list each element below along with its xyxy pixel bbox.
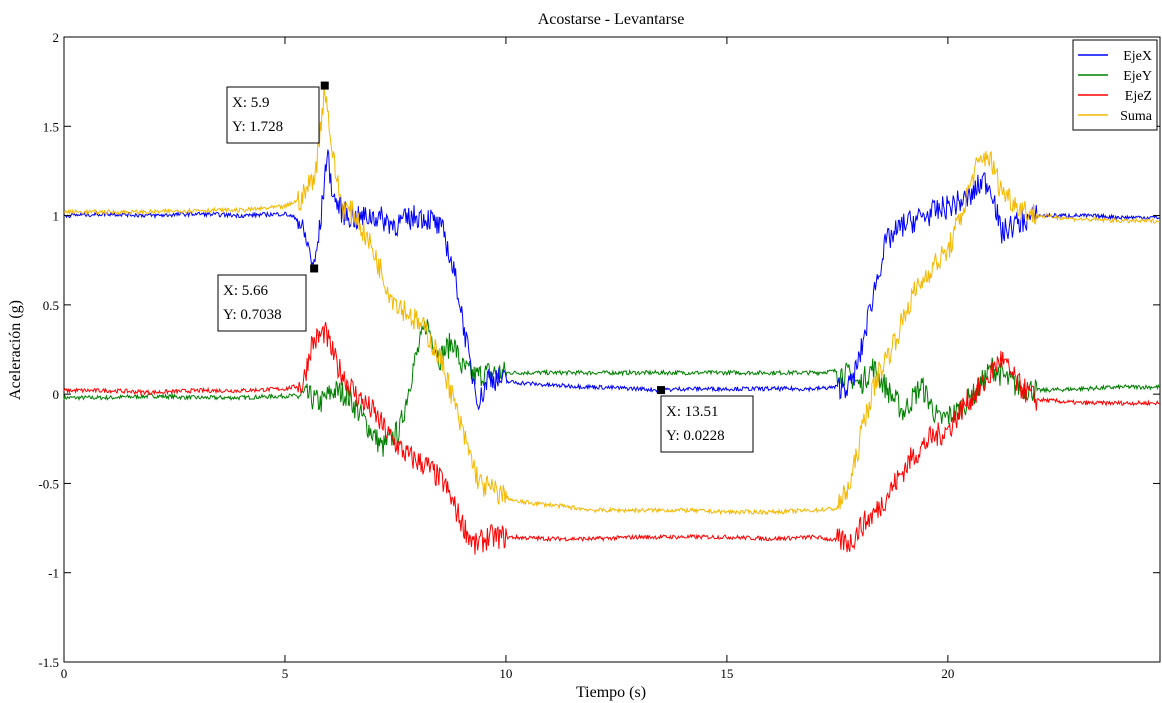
datatip-box [226,86,320,144]
y-tick-label: -1.5 [38,655,59,670]
datatip-text: Y: 0.0228 [666,428,725,444]
x-tick-label: 20 [941,666,954,681]
datatip-marker [310,264,319,273]
y-tick-label: 2 [53,30,60,45]
datatip-text: X: 5.66 [223,283,269,299]
series-line-ejex [63,149,1161,411]
datatip-text: X: 13.51 [666,404,719,420]
datatip-text: Y: 0.7038 [223,307,282,323]
legend-label: EjeX [1123,49,1152,64]
y-tick-label: -1 [48,566,59,581]
legend-label: EjeY [1123,69,1152,84]
x-tick-label: 15 [720,666,733,681]
series-layer [63,86,1161,555]
datatip-box [660,395,754,453]
series-line-ejez [63,322,1161,555]
y-tick-label: 1 [53,209,60,224]
y-tick-label: 1.5 [43,119,59,134]
chart-title: Acostarse - Levantarse [538,11,685,28]
x-tick-label: 10 [499,666,512,681]
y-tick-label: -0.5 [38,476,59,491]
legend: EjeX EjeY EjeZ Suma [1072,39,1158,131]
legend-label: Suma [1120,109,1153,124]
legend-label: EjeZ [1125,89,1152,104]
y-tick-label: 0.5 [43,298,59,313]
series-line-suma [63,86,1161,516]
y-axis-label: Aceleración (g) [7,300,24,400]
datatip-marker [657,386,666,395]
datatip-text: X: 5.9 [232,95,270,111]
datatip-box [217,274,307,332]
axes-layer: 0 5 10 15 20 -1.5 -1 -0.5 0 0.5 1 1.5 2 [38,30,1160,681]
y-tick-label: 0 [53,387,60,402]
datatip-marker [320,81,329,90]
x-tick-label: 5 [282,666,289,681]
x-axis-label: Tiempo (s) [576,684,646,701]
annotation-layer: X: 5.9 Y: 1.728 X: 5.66 Y: 0.7038 X: 13.51 Y:… [217,81,754,453]
datatip-text: Y: 1.728 [232,119,283,135]
x-tick-label: 0 [61,666,68,681]
